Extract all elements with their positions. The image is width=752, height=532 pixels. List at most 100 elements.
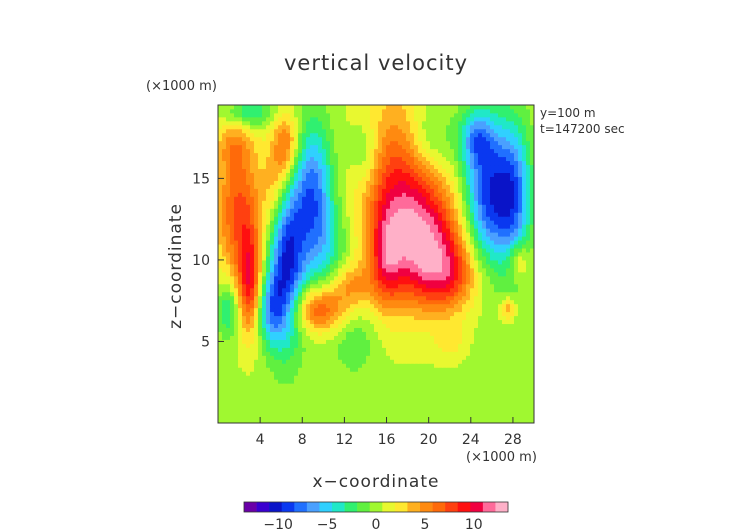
field-cell xyxy=(458,343,463,348)
field-cell xyxy=(346,212,351,217)
field-cell xyxy=(338,248,343,253)
field-cell xyxy=(386,295,391,301)
field-cell xyxy=(402,188,407,193)
field-cell xyxy=(250,291,255,297)
field-cell xyxy=(478,343,483,348)
field-cell xyxy=(482,220,487,225)
field-cell xyxy=(230,287,235,293)
field-cell xyxy=(430,419,435,424)
field-cell xyxy=(330,403,335,408)
field-cell xyxy=(246,299,251,305)
field-cell xyxy=(454,383,459,388)
field-cell xyxy=(278,327,283,332)
field-cell xyxy=(354,419,359,424)
field-cell xyxy=(410,216,415,221)
field-cell xyxy=(418,403,423,408)
field-cell xyxy=(518,371,523,376)
field-cell xyxy=(274,395,279,400)
field-cell xyxy=(406,419,411,424)
field-cell xyxy=(506,184,511,189)
field-cell xyxy=(478,267,483,273)
field-cell xyxy=(414,291,419,297)
field-cell xyxy=(374,319,379,325)
field-cell xyxy=(346,275,351,281)
field-cell xyxy=(306,327,311,332)
field-cell xyxy=(434,391,439,396)
field-cell xyxy=(342,363,347,368)
field-cell xyxy=(466,228,471,233)
field-cell xyxy=(498,220,503,225)
field-cell xyxy=(330,419,335,424)
field-cell xyxy=(310,311,315,317)
field-cell xyxy=(502,391,507,396)
field-cell xyxy=(522,200,527,205)
field-cell xyxy=(478,172,483,177)
field-cell xyxy=(306,244,311,249)
field-cell xyxy=(526,267,531,273)
field-cell xyxy=(422,351,427,356)
field-cell xyxy=(322,395,327,400)
field-cell xyxy=(358,172,363,177)
field-cell xyxy=(522,299,527,305)
field-cell xyxy=(330,240,335,245)
field-cell xyxy=(266,279,271,285)
field-cell xyxy=(302,295,307,301)
field-cell xyxy=(294,248,299,253)
field-cell xyxy=(286,224,291,229)
field-cell xyxy=(466,319,471,325)
field-cell xyxy=(406,240,411,245)
field-cell xyxy=(402,415,407,420)
field-cell xyxy=(514,383,519,388)
field-cell xyxy=(470,359,475,364)
field-cell xyxy=(294,224,299,229)
field-cell xyxy=(286,375,291,380)
field-cell xyxy=(410,200,415,205)
field-cell xyxy=(446,232,451,237)
field-cell xyxy=(358,291,363,297)
field-cell xyxy=(226,387,231,392)
field-cell xyxy=(506,291,511,297)
field-cell xyxy=(314,264,319,269)
field-cell xyxy=(302,339,307,344)
field-cell xyxy=(298,375,303,380)
field-cell xyxy=(410,291,415,297)
field-cell xyxy=(462,283,467,289)
field-cell xyxy=(318,204,323,209)
field-cell xyxy=(450,216,455,221)
field-cell xyxy=(358,264,363,269)
field-cell xyxy=(290,204,295,209)
field-cell xyxy=(246,256,251,261)
field-cell xyxy=(290,335,295,340)
field-cell xyxy=(390,327,395,332)
field-cell xyxy=(254,371,259,376)
field-cell xyxy=(442,236,447,241)
field-cell xyxy=(458,252,463,257)
field-cell xyxy=(414,343,419,348)
field-cell xyxy=(282,355,287,360)
field-cell xyxy=(358,367,363,372)
field-cell xyxy=(510,240,515,245)
field-cell xyxy=(414,363,419,368)
field-cell xyxy=(482,367,487,372)
field-cell xyxy=(242,303,247,309)
field-cell xyxy=(494,271,499,277)
field-cell xyxy=(418,208,423,213)
field-cell xyxy=(450,335,455,340)
field-cell xyxy=(462,236,467,241)
field-cell xyxy=(278,383,283,388)
field-cell xyxy=(326,375,331,380)
field-cell xyxy=(266,399,271,404)
field-cell xyxy=(306,176,311,181)
field-cell xyxy=(230,252,235,257)
field-cell xyxy=(438,216,443,221)
field-cell xyxy=(410,395,415,400)
field-cell xyxy=(466,359,471,364)
field-cell xyxy=(394,208,399,213)
field-cell xyxy=(338,220,343,225)
field-cell xyxy=(398,419,403,424)
field-cell xyxy=(326,240,331,245)
field-cell xyxy=(410,391,415,396)
field-cell xyxy=(338,391,343,396)
field-cell xyxy=(354,260,359,265)
field-cell xyxy=(442,311,447,317)
